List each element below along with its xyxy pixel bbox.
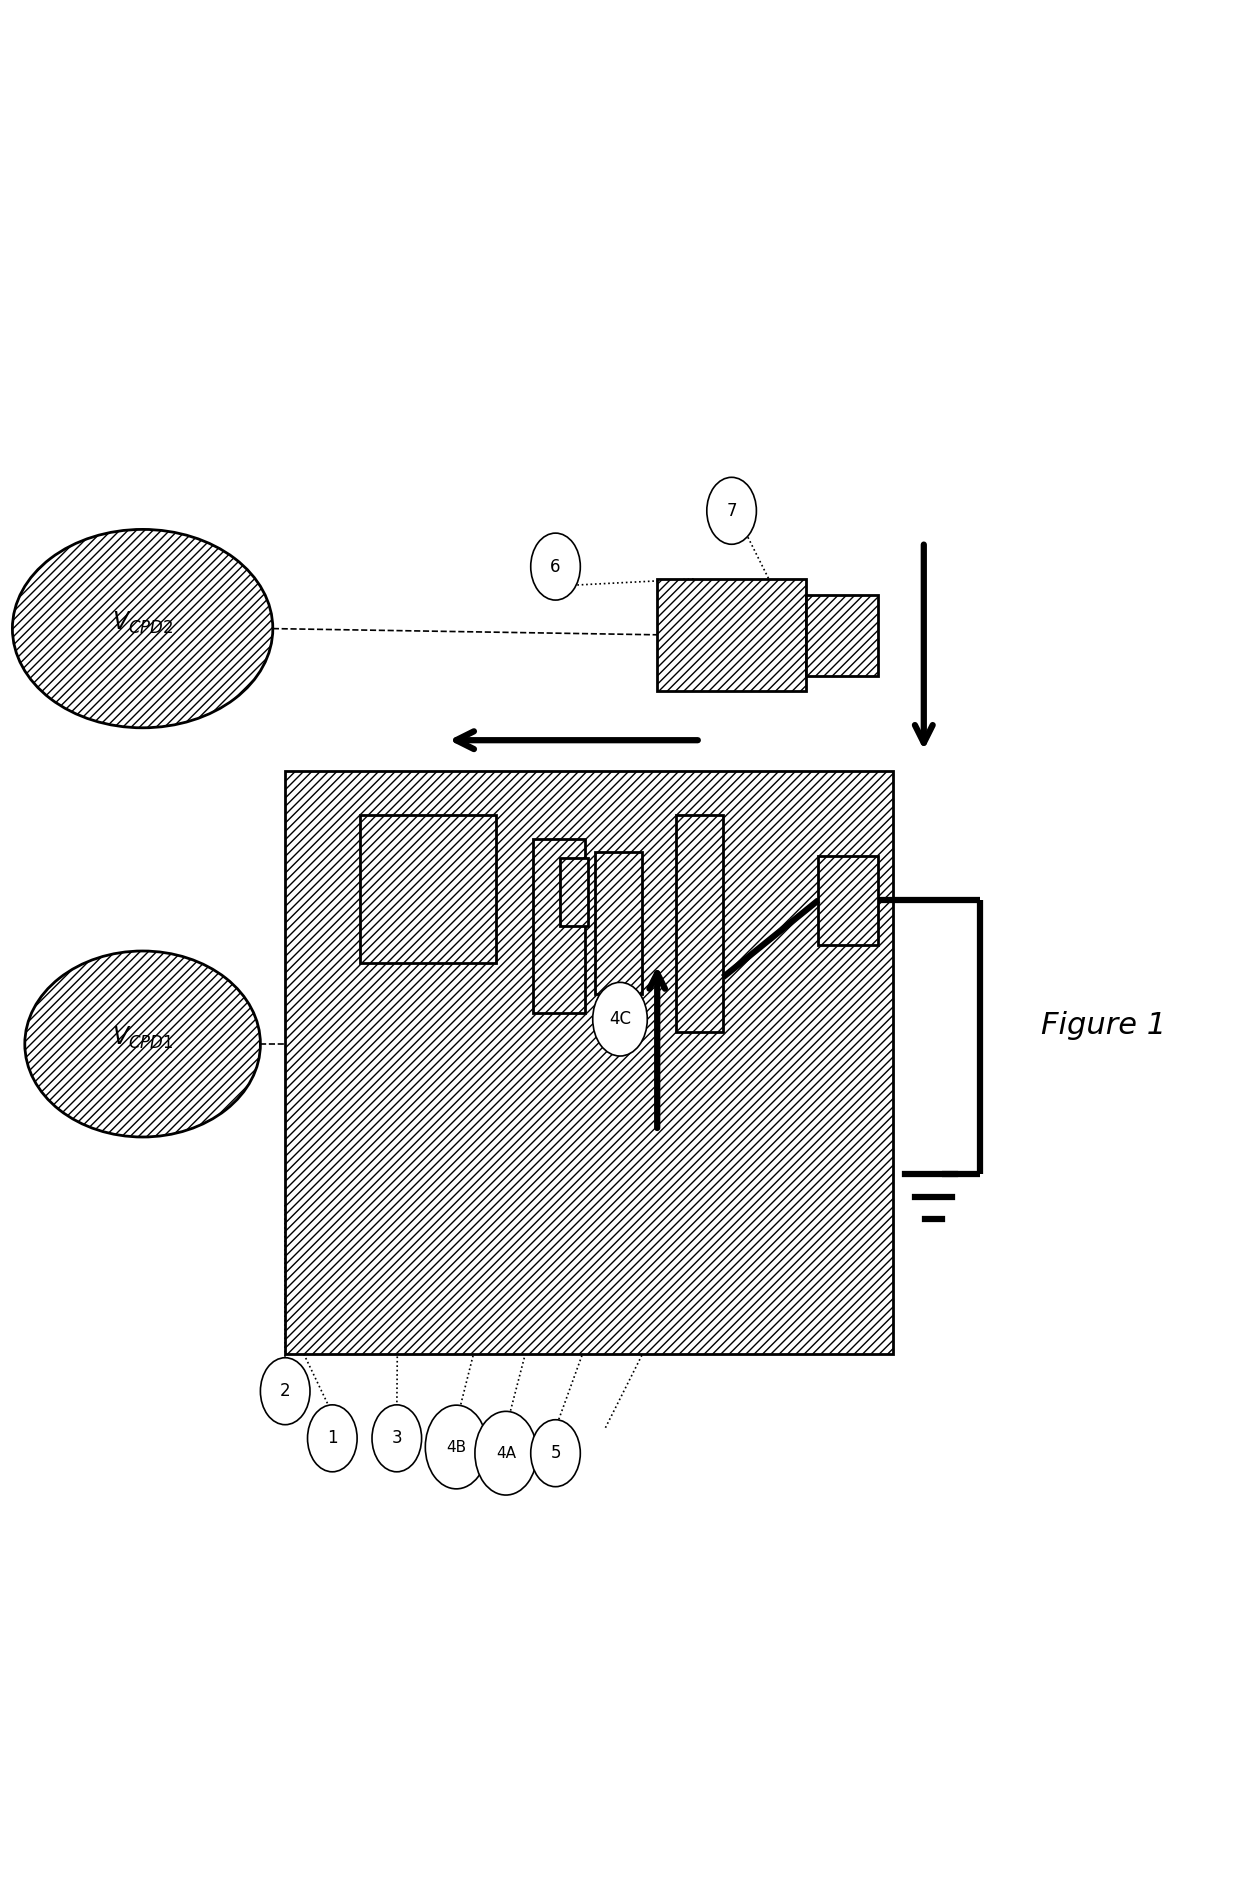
Text: 4B: 4B [446, 1440, 466, 1455]
Ellipse shape [25, 951, 260, 1137]
Ellipse shape [425, 1406, 487, 1489]
Ellipse shape [308, 1406, 357, 1472]
Text: 5: 5 [551, 1444, 560, 1463]
Ellipse shape [531, 533, 580, 599]
Bar [533, 839, 585, 1014]
Text: 2: 2 [280, 1383, 290, 1400]
Text: 6: 6 [551, 557, 560, 576]
Text: $V_{CPD2}$: $V_{CPD2}$ [112, 609, 174, 635]
Bar [360, 814, 496, 964]
Ellipse shape [372, 1406, 422, 1472]
Ellipse shape [260, 1358, 310, 1425]
Ellipse shape [707, 477, 756, 544]
Ellipse shape [12, 529, 273, 728]
Text: 7: 7 [727, 502, 737, 519]
Text: 1: 1 [327, 1428, 337, 1447]
Text: 4C: 4C [609, 1010, 631, 1029]
Ellipse shape [475, 1411, 537, 1495]
Bar [560, 858, 588, 926]
Bar [657, 578, 806, 690]
Bar [818, 856, 878, 945]
Ellipse shape [593, 981, 647, 1056]
Bar [676, 814, 723, 1031]
Text: 4A: 4A [496, 1446, 516, 1461]
Bar [806, 595, 878, 675]
Text: Figure 1: Figure 1 [1042, 1010, 1166, 1040]
Bar [285, 770, 893, 1354]
Text: $V_{CPD1}$: $V_{CPD1}$ [112, 1025, 174, 1052]
Bar [595, 852, 642, 995]
Text: 3: 3 [392, 1428, 402, 1447]
Ellipse shape [531, 1419, 580, 1487]
